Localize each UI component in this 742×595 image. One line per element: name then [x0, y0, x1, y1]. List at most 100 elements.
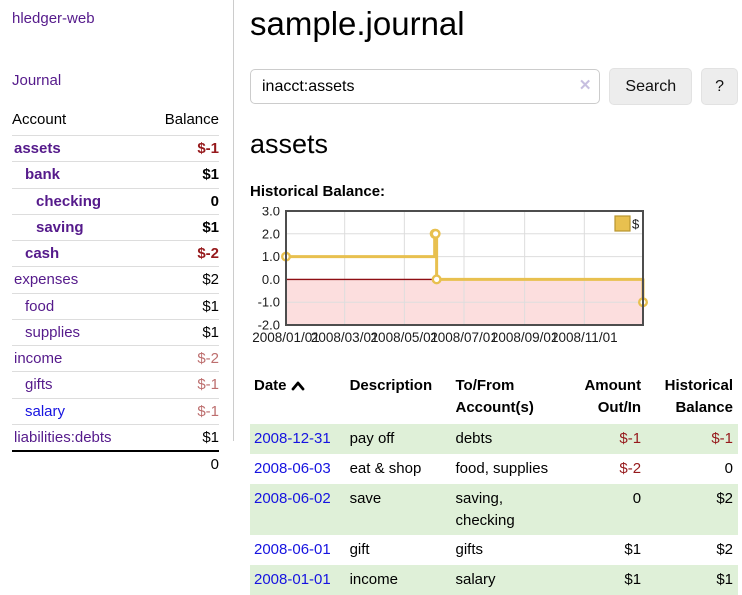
- register-header-accounts: To/From Account(s): [455, 376, 534, 416]
- register-row: 2008-06-03 eat & shop food, supplies $-2…: [250, 454, 738, 484]
- sidebar-account-balance: $2: [202, 271, 219, 289]
- sidebar-account-link[interactable]: saving: [36, 218, 84, 236]
- register-row: 2008-06-01 gift gifts $1 $2: [250, 535, 738, 565]
- sidebar-account-balance: $1: [202, 428, 219, 446]
- register-header-balance: Historical Balance: [664, 376, 733, 416]
- register-header-description: Description: [349, 376, 433, 394]
- register-row: 2008-12-31 pay off debts $-1 $-1: [250, 424, 738, 455]
- register-date-link[interactable]: 2008-06-02: [254, 489, 331, 507]
- sidebar-account-row: income $-2: [12, 345, 219, 371]
- register-balance: $1: [716, 571, 733, 589]
- sidebar: hledger-web Journal Account Balance asse…: [0, 0, 234, 473]
- register-date-link[interactable]: 2008-12-31: [254, 430, 331, 448]
- clear-search-icon[interactable]: ✕: [578, 77, 592, 95]
- svg-text:2008/01/01: 2008/01/01: [252, 330, 320, 345]
- svg-text:2008/07/01: 2008/07/01: [430, 330, 498, 345]
- register-date-link[interactable]: 2008-01-01: [254, 571, 331, 589]
- search-box: ✕: [250, 69, 601, 105]
- sidebar-account-row: checking 0: [12, 187, 219, 214]
- chart-svg: 3.0 2.0 1.0 0.0 -1.0 -2.02008/01/012008/03/01…: [252, 203, 649, 345]
- register-header-date[interactable]: Date: [250, 373, 350, 425]
- sidebar-account-row: liabilities:debts $1: [12, 423, 219, 450]
- sidebar-item-journal[interactable]: Journal: [12, 72, 62, 89]
- sidebar-account-link[interactable]: gifts: [25, 376, 53, 394]
- sidebar-account-link[interactable]: liabilities:debts: [14, 428, 112, 446]
- register-amount: $1: [624, 541, 642, 559]
- sidebar-account-link[interactable]: supplies: [25, 323, 81, 341]
- register-description: save: [349, 489, 382, 507]
- svg-text:-1.0: -1.0: [258, 295, 280, 310]
- register-header-amount: Amount Out/In: [584, 376, 642, 416]
- sidebar-account-balance: $-1: [197, 376, 219, 394]
- sidebar-account-balance: $-2: [197, 350, 219, 367]
- accounts-rows: assets $-1 bank $1 checking 0 saving $1 …: [12, 135, 219, 450]
- sidebar-account-balance: $1: [202, 297, 219, 315]
- register-balance: 0: [724, 460, 733, 478]
- sidebar-account-row: assets $-1: [12, 135, 219, 161]
- svg-text:3.0: 3.0: [262, 207, 280, 219]
- accounts-header-balance: Balance: [164, 111, 219, 128]
- accounts-table-header: Account Balance: [12, 109, 219, 135]
- sidebar-account-link[interactable]: bank: [25, 166, 61, 184]
- sidebar-account-link[interactable]: expenses: [14, 271, 79, 289]
- chart-title: Historical Balance:: [250, 182, 386, 200]
- register-date-link[interactable]: 2008-06-01: [254, 541, 331, 559]
- search-form: ✕ Search ?: [250, 68, 738, 106]
- sidebar-account-row: food $1: [12, 292, 219, 319]
- register-description: eat & shop: [349, 460, 422, 478]
- register-description: gift: [349, 541, 370, 559]
- svg-text:2.0: 2.0: [262, 226, 280, 241]
- register-accounts: salary: [455, 571, 496, 589]
- help-button[interactable]: ?: [701, 68, 738, 106]
- svg-text:2008/05/01: 2008/05/01: [371, 330, 439, 345]
- search-button[interactable]: Search: [609, 68, 693, 106]
- register-balance: $2: [716, 541, 733, 559]
- register-description: pay off: [349, 430, 395, 448]
- svg-text:0.0: 0.0: [262, 272, 280, 287]
- sidebar-account-row: salary $-1: [12, 397, 219, 424]
- accounts-header-account: Account: [12, 111, 67, 128]
- sidebar-account-balance: $1: [202, 218, 219, 236]
- app-title: hledger-web: [12, 10, 219, 28]
- register-table: Date Description To/From Account(s) Amou…: [250, 373, 738, 595]
- register-accounts: food, supplies: [455, 460, 549, 478]
- sort-ascending-icon: [291, 376, 305, 398]
- svg-text:2008/03/01: 2008/03/01: [311, 330, 379, 345]
- sidebar-account-balance: $-1: [197, 140, 219, 157]
- accounts-total: 0: [12, 450, 219, 477]
- register-description: income: [349, 571, 398, 589]
- sidebar-account-link[interactable]: income: [14, 350, 63, 367]
- sidebar-account-balance: 0: [210, 192, 219, 210]
- register-balance: $2: [716, 489, 733, 507]
- sidebar-account-link[interactable]: salary: [25, 402, 66, 420]
- sidebar-account-balance: $-1: [197, 402, 219, 420]
- register-date-link[interactable]: 2008-06-03: [254, 460, 331, 478]
- register-amount: 0: [632, 489, 642, 507]
- svg-text:2008/11/01: 2008/11/01: [551, 330, 618, 345]
- sidebar-account-link[interactable]: cash: [25, 245, 60, 262]
- page-title: sample.journal: [250, 5, 465, 42]
- sidebar-account-link[interactable]: food: [25, 297, 55, 315]
- register-balance: $-1: [711, 430, 733, 448]
- register-header-row: Date Description To/From Account(s) Amou…: [250, 373, 738, 425]
- svg-text:1.0: 1.0: [262, 249, 280, 264]
- sidebar-account-row: gifts $-1: [12, 371, 219, 397]
- register-accounts: debts: [455, 430, 493, 448]
- app-title-link[interactable]: hledger-web: [12, 10, 95, 27]
- register-amount: $-2: [619, 460, 642, 478]
- svg-text:-2.0: -2.0: [258, 317, 280, 332]
- account-heading: assets: [250, 129, 329, 160]
- search-input[interactable]: [250, 69, 601, 105]
- sidebar-account-row: cash $-2: [12, 240, 219, 266]
- sidebar-account-row: expenses $2: [12, 266, 219, 292]
- register-row: 2008-06-02 save saving, checking 0 $2: [250, 483, 738, 536]
- main-content: sample.journal ✕ Search ? assets Histori…: [250, 0, 738, 595]
- sidebar-nav: Journal: [12, 72, 219, 90]
- sidebar-account-link[interactable]: assets: [14, 140, 61, 157]
- sidebar-account-balance: $1: [202, 166, 219, 184]
- sidebar-account-link[interactable]: checking: [36, 192, 102, 210]
- historical-balance-chart: 3.0 2.0 1.0 0.0 -1.0 -2.0 2008/01/01 2008/03/01…: [250, 203, 738, 358]
- sidebar-account-row: saving $1: [12, 213, 219, 240]
- svg-text:$: $: [632, 216, 640, 231]
- accounts-table: Account Balance assets $-1 bank $1 check…: [12, 109, 219, 477]
